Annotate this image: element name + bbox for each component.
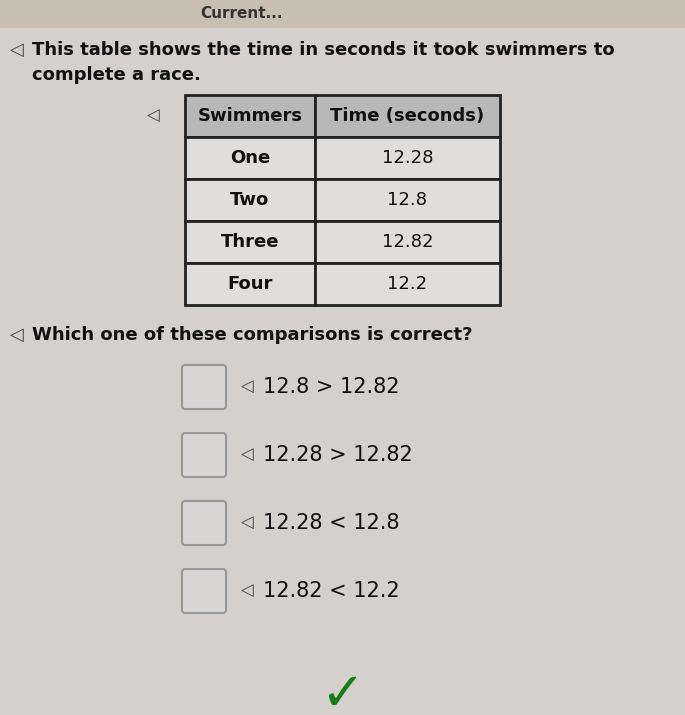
Bar <box>185 263 315 305</box>
Text: Which one of these comparisons is correct?: Which one of these comparisons is correc… <box>32 326 473 344</box>
Text: Swimmers: Swimmers <box>197 107 303 125</box>
Text: complete a race.: complete a race. <box>32 66 201 84</box>
Text: 12.82 < 12.2: 12.82 < 12.2 <box>263 581 399 601</box>
Text: Current...: Current... <box>200 6 282 21</box>
Bar <box>315 179 500 221</box>
Text: Time (seconds): Time (seconds) <box>330 107 484 125</box>
Text: 12.82: 12.82 <box>382 233 433 251</box>
Bar <box>185 179 315 221</box>
Text: ◁: ◁ <box>241 514 253 532</box>
Text: ✓: ✓ <box>320 669 364 715</box>
Text: 12.28 > 12.82: 12.28 > 12.82 <box>263 445 413 465</box>
Text: 12.2: 12.2 <box>388 275 427 293</box>
Text: 12.28 < 12.8: 12.28 < 12.8 <box>263 513 399 533</box>
Bar <box>315 95 500 137</box>
Bar <box>315 221 500 263</box>
FancyBboxPatch shape <box>182 365 226 409</box>
Text: This table shows the time in seconds it took swimmers to: This table shows the time in seconds it … <box>32 41 614 59</box>
Text: ◁: ◁ <box>241 378 253 396</box>
Text: 12.8 > 12.82: 12.8 > 12.82 <box>263 377 399 397</box>
Text: ◁: ◁ <box>10 326 24 344</box>
Bar <box>315 137 500 179</box>
Bar <box>185 95 315 137</box>
Text: 12.28: 12.28 <box>382 149 433 167</box>
FancyBboxPatch shape <box>182 501 226 545</box>
Text: ◁: ◁ <box>241 446 253 464</box>
FancyBboxPatch shape <box>182 569 226 613</box>
Text: Four: Four <box>227 275 273 293</box>
Bar <box>185 137 315 179</box>
Text: ◁: ◁ <box>10 41 24 59</box>
Text: ◁: ◁ <box>241 582 253 600</box>
Text: 12.8: 12.8 <box>388 191 427 209</box>
Bar <box>185 221 315 263</box>
Text: Two: Two <box>230 191 270 209</box>
Text: ◁: ◁ <box>147 107 160 125</box>
Text: Three: Three <box>221 233 279 251</box>
Bar <box>315 263 500 305</box>
FancyBboxPatch shape <box>182 433 226 477</box>
Bar <box>0 0 685 28</box>
Text: One: One <box>230 149 270 167</box>
